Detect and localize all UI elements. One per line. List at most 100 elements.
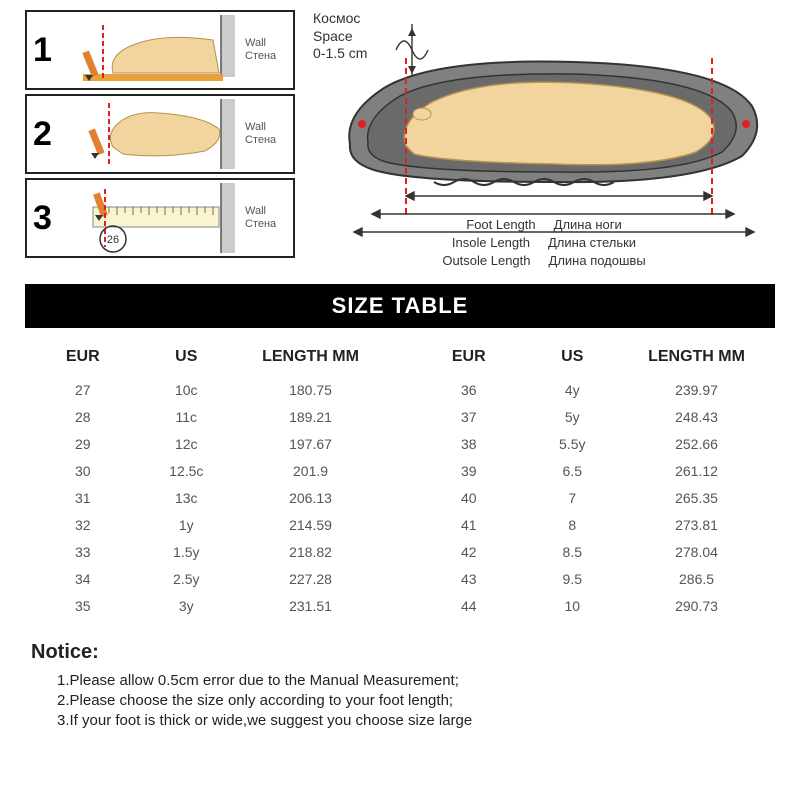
table-row: 418273.81 <box>417 511 769 538</box>
cell-eur: 33 <box>31 544 135 560</box>
cell-us: 13c <box>135 490 239 506</box>
measurement-guide: 1 Wall Стена 2 <box>25 8 775 270</box>
cell-eur: 30 <box>31 463 135 479</box>
cell-len: 273.81 <box>624 517 769 533</box>
cell-us: 8.5 <box>521 544 625 560</box>
cell-len: 248.43 <box>624 409 769 425</box>
table-row: 3012.5c201.9 <box>31 457 383 484</box>
cell-us: 5y <box>521 409 625 425</box>
cell-len: 214.59 <box>238 517 383 533</box>
size-table-right: EUR US LENGTH MM 364y239.97375y248.43385… <box>417 348 769 619</box>
cell-len: 278.04 <box>624 544 769 560</box>
step-number: 3 <box>33 199 61 238</box>
wall-label: Wall Стена <box>245 121 287 146</box>
table-row: 396.5261.12 <box>417 457 769 484</box>
step-number: 1 <box>33 31 61 70</box>
cell-len: 252.66 <box>624 436 769 452</box>
cell-us: 4y <box>521 382 625 398</box>
cell-eur: 41 <box>417 517 521 533</box>
shoe-diagram: Космос Space 0-1.5 cm <box>313 10 775 264</box>
step-number: 2 <box>33 115 61 154</box>
table-row: 4410290.73 <box>417 592 769 619</box>
cell-eur: 42 <box>417 544 521 560</box>
cell-us: 1.5y <box>135 544 239 560</box>
cell-us: 9.5 <box>521 571 625 587</box>
svg-text:26: 26 <box>107 234 119 246</box>
cell-eur: 37 <box>417 409 521 425</box>
cell-eur: 32 <box>31 517 135 533</box>
table-row: 364y239.97 <box>417 376 769 403</box>
size-table-left: EUR US LENGTH MM 2710c180.752811c189.212… <box>31 348 383 619</box>
cell-eur: 38 <box>417 436 521 452</box>
cell-us: 10c <box>135 382 239 398</box>
cell-eur: 39 <box>417 463 521 479</box>
table-row: 2710c180.75 <box>31 376 383 403</box>
cell-len: 227.28 <box>238 571 383 587</box>
size-table-title: SIZE TABLE <box>25 284 775 328</box>
cell-len: 261.12 <box>624 463 769 479</box>
table-row: 2912c197.67 <box>31 430 383 457</box>
cell-eur: 36 <box>417 382 521 398</box>
cell-eur: 43 <box>417 571 521 587</box>
cell-us: 12.5c <box>135 463 239 479</box>
cell-us: 12c <box>135 436 239 452</box>
col-len: LENGTH MM <box>624 348 769 366</box>
cell-len: 231.51 <box>238 598 383 614</box>
step-2: 2 Wall Стена <box>25 94 295 174</box>
table-row: 353y231.51 <box>31 592 383 619</box>
foot-top-icon <box>61 99 245 169</box>
table-row: 428.5278.04 <box>417 538 769 565</box>
cell-eur: 34 <box>31 571 135 587</box>
col-eur: EUR <box>417 348 521 366</box>
table-row: 439.5286.5 <box>417 565 769 592</box>
cell-eur: 27 <box>31 382 135 398</box>
table-row: 385.5y252.66 <box>417 430 769 457</box>
cell-len: 290.73 <box>624 598 769 614</box>
cell-us: 6.5 <box>521 463 625 479</box>
foot-side-icon <box>61 15 245 85</box>
cell-eur: 44 <box>417 598 521 614</box>
cell-eur: 28 <box>31 409 135 425</box>
cell-eur: 40 <box>417 490 521 506</box>
notice-line: 3.If your foot is thick or wide,we sugge… <box>57 712 769 729</box>
col-us: US <box>135 348 239 366</box>
col-us: US <box>521 348 625 366</box>
col-len: LENGTH MM <box>238 348 383 366</box>
cell-us: 2.5y <box>135 571 239 587</box>
ruler-icon: 26 <box>61 183 245 253</box>
notice-title: Notice: <box>31 641 769 664</box>
cell-len: 206.13 <box>238 490 383 506</box>
table-row: 331.5y218.82 <box>31 538 383 565</box>
size-table: EUR US LENGTH MM 2710c180.752811c189.212… <box>25 348 775 619</box>
wall-label: Wall Стена <box>245 37 287 62</box>
cell-eur: 29 <box>31 436 135 452</box>
cell-eur: 35 <box>31 598 135 614</box>
cell-len: 218.82 <box>238 544 383 560</box>
measurement-steps: 1 Wall Стена 2 <box>25 10 295 258</box>
cell-us: 1y <box>135 517 239 533</box>
cell-len: 189.21 <box>238 409 383 425</box>
table-row: 2811c189.21 <box>31 403 383 430</box>
cell-len: 180.75 <box>238 382 383 398</box>
cell-len: 201.9 <box>238 463 383 479</box>
cell-len: 265.35 <box>624 490 769 506</box>
cell-len: 197.67 <box>238 436 383 452</box>
col-eur: EUR <box>31 348 135 366</box>
step-1: 1 Wall Стена <box>25 10 295 90</box>
notice-line: 1.Please allow 0.5cm error due to the Ma… <box>57 672 769 689</box>
notice-line: 2.Please choose the size only according … <box>57 692 769 709</box>
cell-len: 239.97 <box>624 382 769 398</box>
table-row: 407265.35 <box>417 484 769 511</box>
dimension-labels: Foot LengthДлина ноги Insole LengthДлина… <box>313 214 775 268</box>
cell-len: 286.5 <box>624 571 769 587</box>
cell-us: 8 <box>521 517 625 533</box>
table-row: 3113c206.13 <box>31 484 383 511</box>
table-row: 342.5y227.28 <box>31 565 383 592</box>
table-row: 375y248.43 <box>417 403 769 430</box>
wall-label: Wall Стена <box>245 205 287 230</box>
cell-us: 7 <box>521 490 625 506</box>
cell-us: 11c <box>135 409 239 425</box>
step-3: 3 <box>25 178 295 258</box>
cell-us: 5.5y <box>521 436 625 452</box>
cell-us: 3y <box>135 598 239 614</box>
